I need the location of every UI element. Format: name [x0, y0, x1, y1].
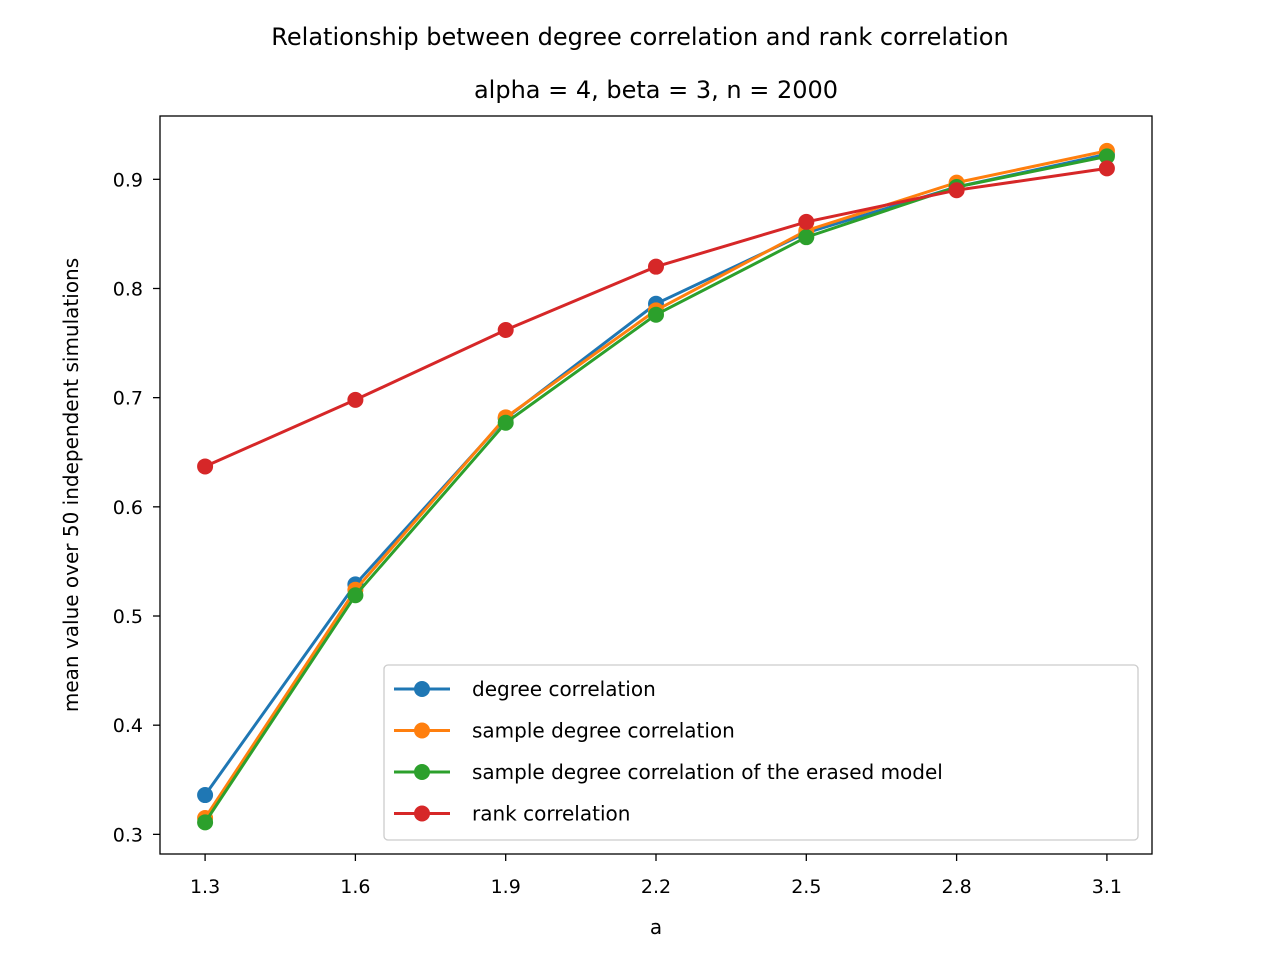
y-tick-label: 0.4 — [113, 715, 143, 737]
legend-label: rank correlation — [472, 802, 630, 826]
y-tick-label: 0.8 — [113, 278, 143, 300]
y-tick-label: 0.7 — [113, 388, 143, 410]
y-axis-label: mean value over 50 independent simulatio… — [59, 258, 83, 712]
y-tick-label: 0.9 — [113, 169, 143, 191]
legend: degree correlation sample degree correlat… — [383, 664, 1139, 841]
legend-entry: rank correlation — [394, 802, 630, 826]
data-point — [948, 182, 965, 199]
x-axis: 1.3 1.6 1.9 2.2 2.5 2.8 3.1 — [190, 854, 1122, 898]
legend-swatch-marker — [414, 805, 430, 822]
y-axis: 0.3 0.4 0.5 0.6 0.7 0.8 0.9 — [113, 169, 160, 846]
x-axis-label: a — [650, 915, 662, 939]
y-tick-label: 0.3 — [113, 824, 143, 846]
data-point — [798, 229, 815, 246]
x-tick-label: 1.9 — [491, 876, 521, 898]
chart-subtitle: alpha = 4, beta = 3, n = 2000 — [474, 76, 838, 104]
series-4 — [197, 160, 1115, 475]
data-point — [197, 787, 214, 804]
plot-frame — [159, 115, 1153, 855]
legend-entry: sample degree correlation of the erased … — [394, 760, 943, 784]
data-point — [497, 321, 514, 338]
data-point — [648, 258, 664, 275]
x-tick-label: 3.1 — [1092, 876, 1122, 898]
data-point — [648, 306, 664, 323]
series-layer — [197, 142, 1115, 831]
legend-entries: degree correlation sample degree correlat… — [394, 677, 943, 826]
data-point — [798, 213, 815, 230]
x-tick-label: 2.5 — [791, 876, 821, 898]
x-tick-label: 2.2 — [641, 876, 671, 898]
legend-label: sample degree correlation of the erased … — [472, 760, 943, 784]
data-point — [347, 391, 364, 408]
data-point — [1098, 160, 1115, 177]
y-tick-label: 0.6 — [113, 497, 143, 519]
legend-frame — [383, 664, 1139, 841]
data-point — [497, 414, 514, 431]
data-point — [197, 458, 214, 475]
y-tick-label: 0.5 — [113, 606, 143, 628]
legend-label: degree correlation — [472, 677, 656, 701]
legend-entry: sample degree correlation — [394, 719, 735, 743]
x-tick-label: 1.3 — [190, 876, 220, 898]
plot-area: 1.3 1.6 1.9 2.2 2.5 2.8 3.1 0.3 0.4 0.5 0.6 0.7 0.8… — [113, 115, 1153, 898]
data-point — [347, 587, 364, 604]
legend-swatch-marker — [414, 764, 430, 780]
legend-entry: degree correlation — [394, 677, 656, 701]
legend-swatch-marker — [414, 681, 430, 697]
data-point — [1098, 148, 1115, 165]
x-tick-label: 1.6 — [340, 876, 370, 898]
data-point — [197, 814, 214, 831]
x-tick-label: 2.8 — [941, 876, 971, 898]
legend-label: sample degree correlation — [472, 719, 735, 743]
legend-swatch-marker — [414, 722, 430, 739]
chart-title: Relationship between degree correlation … — [271, 23, 1008, 51]
